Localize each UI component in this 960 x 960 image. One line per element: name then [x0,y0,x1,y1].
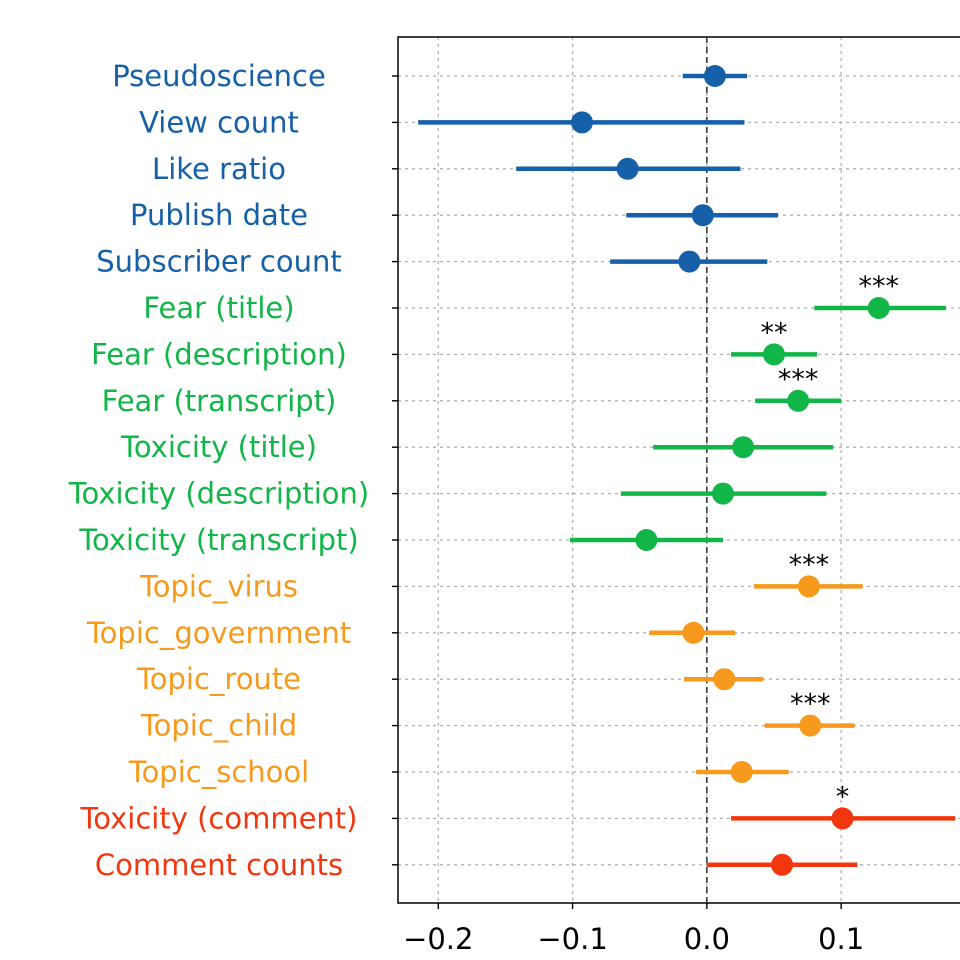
estimate-point [787,389,810,412]
estimates-series: *************** [418,65,956,876]
axes [392,36,960,909]
plot-frame [397,36,960,904]
row-label: Topic_government [86,616,351,650]
estimate-point [797,575,820,598]
x-tick-label: −0.1 [537,922,607,956]
row-label: Toxicity (title) [120,430,317,464]
row-labels: Pseudoscience View count Like ratio Publish… [68,59,369,882]
row-label: Like ratio [152,152,286,186]
row-label: Fear (description) [91,337,347,371]
significance-stars: * [836,781,850,812]
estimate-point [771,853,794,876]
estimate-point [570,111,593,134]
estimate-point [616,157,639,180]
row-label: Toxicity (transcript) [78,523,359,557]
estimate-point [799,714,822,737]
x-tick-label: 0.1 [818,922,864,956]
estimate-point [763,343,785,366]
row-label: Toxicity (comment) [79,801,357,835]
significance-stars: *** [789,549,830,580]
estimate-point [703,65,726,87]
estimate-point [713,668,736,691]
estimate-point [678,250,701,273]
significance-stars: *** [858,271,899,302]
estimate-point [867,297,890,319]
row-label: Fear (transcript) [102,384,337,418]
row-label: View count [139,105,299,139]
estimate-point [682,621,705,644]
x-tick-labels: −0.2 −0.1 0.0 0.1 [403,922,864,956]
estimate-point [711,482,734,505]
x-tick-label: 0.0 [684,922,730,956]
significance-stars: *** [790,689,831,720]
significance-stars: *** [778,364,819,395]
estimate-point [691,204,714,227]
row-label: Topic_school [128,755,309,789]
row-label: Subscriber count [96,245,341,279]
row-label: Pseudoscience [112,59,326,93]
row-label: Topic_virus [139,569,298,603]
row-label: Toxicity (description) [68,477,369,511]
row-label: Publish date [130,198,308,232]
row-label: Fear (title) [143,291,294,325]
estimate-point [635,529,658,551]
significance-stars: ** [761,317,788,348]
x-tick-label: −0.2 [403,922,473,956]
estimate-point [732,436,755,459]
row-label: Comment counts [95,848,343,882]
estimate-point [730,761,753,783]
row-label: Topic_child [140,709,297,743]
row-label: Topic_route [136,662,301,696]
estimate-point [831,807,854,830]
